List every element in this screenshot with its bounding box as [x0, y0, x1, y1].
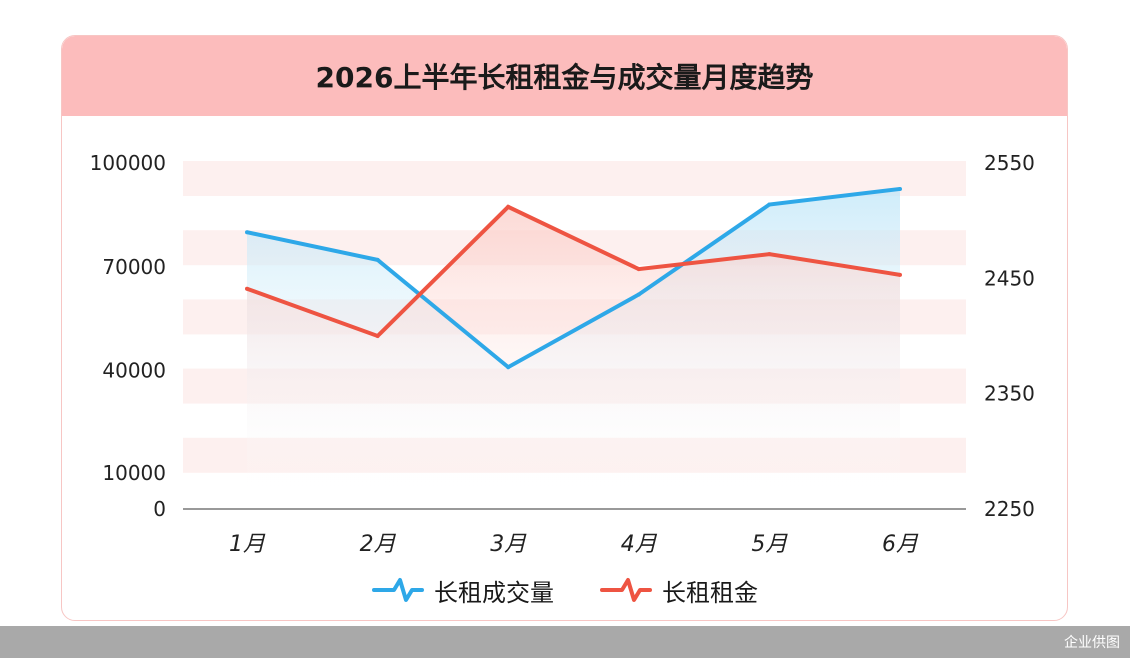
grid-band: [183, 161, 966, 196]
y-left-tick-label: 100000: [90, 151, 166, 175]
volume-point-1: [245, 230, 249, 235]
chart-legend: 长租成交量 长租租金: [0, 572, 1130, 608]
volume-point-4: [636, 292, 641, 297]
rent-point-2: [375, 334, 380, 338]
legend-rent-swatch: [600, 578, 652, 602]
y-right-tick-label: 2250: [984, 497, 1035, 521]
chart-title: 2026上半年长租租金与成交量月度趋势: [315, 61, 814, 94]
x-tick-label-4: 4月: [621, 532, 658, 557]
legend-rent-line-icon: [600, 578, 652, 602]
x-tick-label-5: 5月: [751, 532, 788, 557]
watermark-text: 企业供图: [1064, 635, 1120, 651]
volume-series-line: [246, 186, 901, 370]
rent-series-line: [246, 204, 901, 339]
rent-point-5: [767, 252, 772, 257]
y-right-tick-label: 2550: [984, 151, 1035, 175]
x-tick-label-2: 2月: [360, 532, 397, 557]
y-right-tick-label: 2450: [984, 266, 1035, 290]
volume-point-5: [767, 202, 772, 207]
rent-point-1: [245, 286, 249, 291]
legend-volume-label: 长租成交量: [434, 578, 554, 607]
footer-bar: 企业供图: [0, 626, 1130, 658]
y-left-tick-label: 0: [153, 497, 166, 521]
x-tick-label-6: 6月: [882, 532, 919, 557]
x-tick-label-3: 3月: [490, 532, 527, 557]
legend-volume-line-icon: [372, 578, 424, 602]
volume-point-3: [506, 365, 511, 370]
y-right-tick-label: 2350: [984, 382, 1035, 406]
legend-volume-swatch: [372, 578, 424, 602]
y-left-tick-label: 70000: [102, 255, 166, 279]
y-left-tick-label: 40000: [102, 359, 166, 383]
legend-item-volume: 长租成交量: [372, 573, 554, 608]
rent-point-3: [506, 204, 511, 209]
volume-point-2: [375, 257, 380, 262]
chart-header: 2026上半年长租租金与成交量月度趋势: [62, 36, 1067, 116]
rent-area: [247, 206, 900, 494]
legend-rent-label: 长租租金: [662, 578, 758, 607]
rent-point-6: [898, 272, 902, 277]
y-left-tick-label: 10000: [102, 461, 166, 485]
rent-point-4: [636, 267, 641, 272]
volume-point-6: [898, 186, 902, 191]
x-tick-label-1: 1月: [229, 532, 266, 557]
legend-item-rent: 长租租金: [600, 573, 758, 608]
